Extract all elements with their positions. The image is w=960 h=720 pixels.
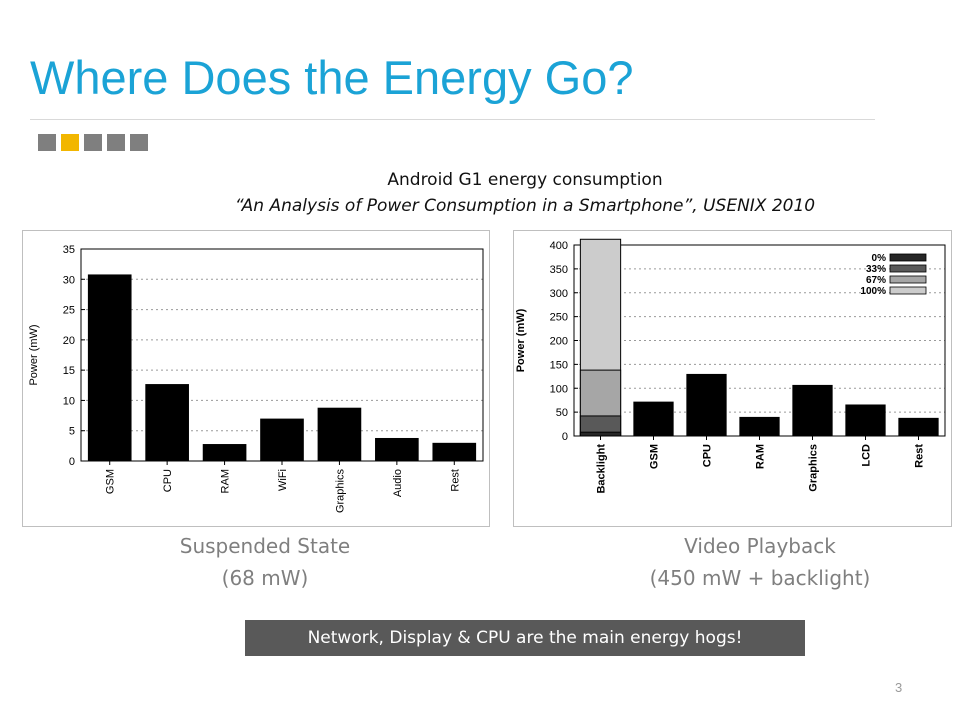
- bar: [260, 418, 304, 461]
- x-tick-label: Rest: [449, 469, 461, 492]
- source-citation: “An Analysis of Power Consumption in a S…: [234, 196, 816, 216]
- legend-label: 67%: [866, 275, 886, 286]
- y-tick-label: 200: [550, 336, 568, 348]
- y-tick-label: 5: [69, 426, 75, 438]
- video-playback-label: Video Playback (450 mW + backlight): [610, 530, 910, 594]
- grey-square: [84, 134, 102, 151]
- y-tick-label: 300: [550, 288, 568, 300]
- grey-square: [38, 134, 56, 151]
- legend-swatch: [889, 264, 927, 273]
- suspended-state-label: Suspended State (68 mW): [115, 530, 415, 594]
- y-tick-label: 50: [556, 407, 568, 419]
- video-playback-power: (450 mW + backlight): [649, 566, 871, 590]
- bar: [87, 274, 132, 461]
- video-chart-frame: 0 50 100 150 200 250 300 350 400 Power (mW) Backli…: [513, 230, 952, 527]
- bar: [317, 407, 362, 461]
- y-tick-label: 25: [63, 305, 75, 317]
- video-playback-title: Video Playback: [684, 534, 836, 558]
- bar: [432, 442, 477, 461]
- y-axis-label: Power (mW): [28, 324, 40, 385]
- bar: [686, 373, 727, 436]
- bar: [845, 404, 886, 436]
- title-divider: [30, 119, 875, 120]
- stacked-bar-segment: [579, 431, 622, 437]
- y-tick-label: 35: [63, 244, 75, 256]
- accent-square: [61, 134, 79, 151]
- x-tick-label: CPU: [162, 469, 174, 492]
- x-tick-label: Graphics: [808, 444, 820, 492]
- x-tick-label: CPU: [702, 444, 714, 467]
- y-tick-label: 150: [550, 359, 568, 371]
- x-tick-label: WiFi: [277, 469, 289, 491]
- y-tick-label: 0: [562, 431, 568, 443]
- x-tick-label: GSM: [649, 444, 661, 469]
- x-tick-label: Audio: [392, 469, 404, 497]
- energy-hogs-callout: Network, Display & CPU are the main ener…: [245, 620, 805, 656]
- bar: [792, 384, 833, 436]
- decorative-squares: [38, 134, 148, 151]
- bar: [633, 401, 674, 436]
- video-playback-chart: 0 50 100 150 200 250 300 350 400 Power (mW) Backli…: [515, 238, 946, 494]
- bar: [202, 444, 247, 461]
- suspended-state-title: Suspended State: [179, 534, 351, 558]
- y-tick-label: 0: [69, 456, 75, 468]
- y-axis-label: Power (mW): [515, 308, 527, 372]
- x-tick-label: RAM: [755, 444, 767, 469]
- x-tick-label: Graphics: [334, 469, 346, 514]
- y-tick-label: 400: [550, 240, 568, 252]
- legend-label: 100%: [860, 286, 886, 297]
- legend-label: 33%: [866, 264, 886, 275]
- y-tick-label: 350: [550, 264, 568, 276]
- bar: [145, 384, 189, 461]
- legend-label: 0%: [872, 253, 887, 264]
- source-caption: Android G1 energy consumption: [387, 170, 663, 190]
- legend-swatch: [889, 275, 927, 284]
- legend-swatch: [889, 286, 927, 295]
- legend-swatch: [889, 253, 927, 262]
- x-tick-label: Rest: [914, 444, 926, 468]
- y-tick-label: 100: [550, 383, 568, 395]
- x-tick-label: RAM: [220, 469, 232, 493]
- grey-square: [107, 134, 125, 151]
- bar: [739, 416, 780, 436]
- y-tick-label: 30: [63, 274, 75, 286]
- x-tick-label: Backlight: [596, 444, 608, 494]
- suspended-state-chart: 0 5 10 15 20 25 30 35 Power (mW) GSM CPU RAM WiFi Gra…: [28, 244, 484, 514]
- bar: [375, 437, 419, 461]
- y-tick-label: 15: [63, 365, 75, 377]
- page-number: 3: [895, 680, 903, 695]
- y-tick-label: 20: [63, 335, 75, 347]
- suspended-state-power: (68 mW): [221, 566, 309, 590]
- y-tick-label: 10: [63, 395, 75, 407]
- bar: [898, 417, 939, 436]
- slide-title: Where Does the Energy Go?: [30, 51, 634, 104]
- suspended-chart-frame: 0 5 10 15 20 25 30 35 Power (mW) GSM CPU RAM WiFi Gra…: [22, 230, 490, 527]
- x-tick-label: GSM: [105, 469, 117, 494]
- x-tick-label: LCD: [861, 444, 873, 467]
- grey-square: [130, 134, 148, 151]
- y-tick-label: 250: [550, 312, 568, 324]
